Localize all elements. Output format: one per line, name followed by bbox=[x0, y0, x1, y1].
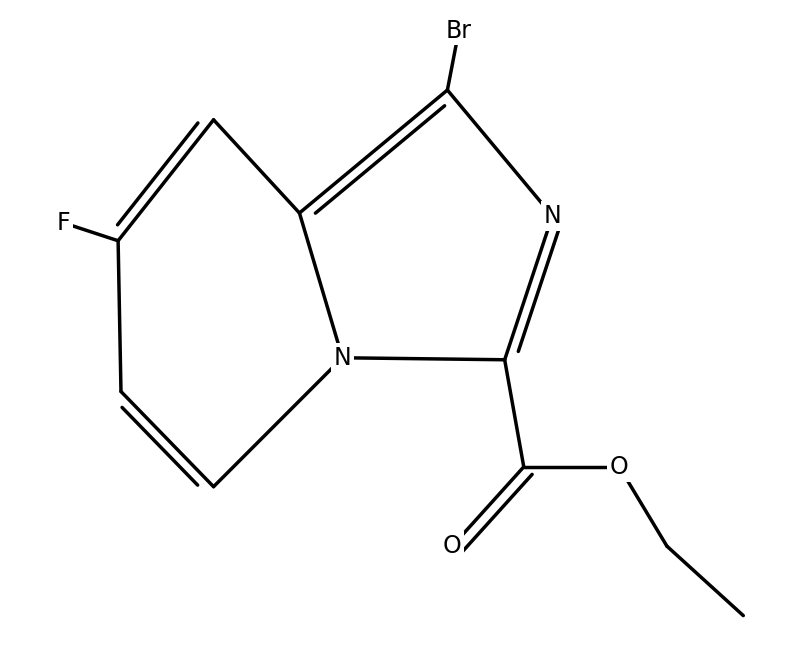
Text: F: F bbox=[57, 211, 71, 235]
Text: N: N bbox=[544, 204, 561, 228]
Text: O: O bbox=[610, 455, 629, 479]
Text: O: O bbox=[443, 534, 461, 558]
Text: N: N bbox=[333, 346, 351, 370]
Text: Br: Br bbox=[446, 19, 472, 42]
